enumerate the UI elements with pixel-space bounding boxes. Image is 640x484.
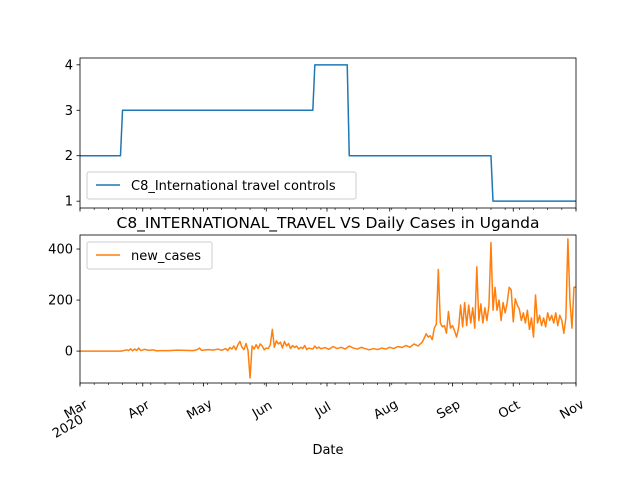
- top-legend-label: C8_International travel controls: [131, 179, 336, 194]
- y-tick-label: 3: [65, 104, 73, 119]
- y-tick-label: 0: [65, 345, 73, 360]
- bottom-plot-lines: [80, 238, 576, 379]
- series-line-c8-international-travel-controls: [80, 64, 576, 202]
- bottom-legend: new_cases: [86, 241, 213, 270]
- y-tick-label: 4: [65, 58, 73, 73]
- y-tick-label: 400: [48, 243, 73, 258]
- top-legend: C8_International travel controls: [86, 171, 357, 200]
- bottom-legend-box: [86, 241, 213, 270]
- top-x-axis-ticks: [79, 208, 577, 212]
- bottom-chart-title: C8_INTERNATIONAL_TRAVEL VS Daily Cases i…: [117, 214, 540, 233]
- top-legend-box: [86, 171, 357, 200]
- top-axes-frame: [79, 57, 577, 209]
- bottom-y-axis: 0 200 400: [48, 243, 80, 360]
- y-tick-label: 2: [65, 149, 73, 164]
- top-plot-lines: [80, 64, 576, 202]
- top-subplot: 1 2 3 4 C8_International travel controls: [65, 57, 577, 212]
- y-tick-label: 1: [65, 195, 73, 210]
- y-tick-label: 200: [48, 294, 73, 309]
- bottom-axes-frame: [79, 234, 577, 384]
- bottom-legend-label: new_cases: [131, 249, 201, 264]
- top-y-axis: 1 2 3 4: [65, 58, 80, 210]
- series-line-new-cases: [80, 238, 576, 379]
- bottom-x-axis-label: Date: [312, 443, 343, 458]
- x-tick-label: Jul: [312, 400, 334, 421]
